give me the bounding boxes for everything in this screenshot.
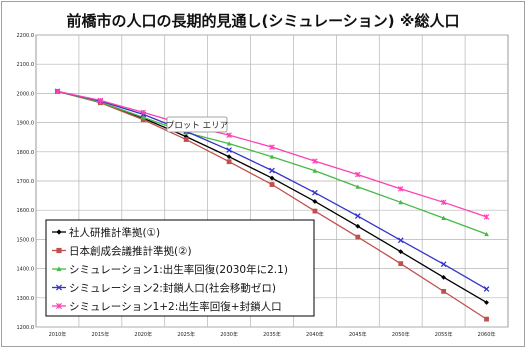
y-tick-label: 1300.0 — [17, 296, 35, 302]
data-point-marker — [54, 88, 61, 95]
x-tick-label: 2045年 — [349, 331, 367, 338]
data-point-marker — [312, 189, 318, 196]
x-tick-label: 2010年 — [49, 331, 67, 338]
data-point-marker — [355, 223, 361, 229]
x-tick-label: 2060年 — [478, 331, 496, 338]
x-tick-label: 2030年 — [220, 331, 238, 338]
legend-item: シミュレーション1+2:出生率回復+封鎖人口 — [52, 300, 282, 313]
legend-items: 社人研推計準拠(①) 日本創成会議推計準拠(②) シミュレーション1:出生率回復(2… — [52, 226, 288, 313]
data-point-marker — [483, 214, 490, 220]
tooltip-box — [166, 116, 228, 133]
y-tick-label: 1600.0 — [17, 208, 35, 214]
data-point-marker — [226, 154, 232, 160]
y-tick-label: 1900.0 — [17, 121, 35, 127]
data-point-marker — [56, 266, 62, 272]
data-point-marker — [140, 114, 146, 120]
data-point-marker — [484, 231, 489, 237]
data-point-marker — [140, 117, 146, 123]
data-point-marker — [484, 316, 489, 322]
data-point-marker — [56, 247, 62, 254]
data-point-marker — [441, 215, 447, 221]
data-point-marker — [312, 199, 318, 204]
tooltip-text: プロット エリア — [166, 121, 228, 131]
legend-item: シミュレーション1:出生率回復(2030年に2.1) — [52, 263, 288, 276]
legend-box — [45, 219, 315, 317]
data-point-marker — [312, 158, 318, 164]
data-point-marker — [355, 184, 361, 189]
plot-area-tooltip: プロット エリア — [166, 116, 228, 133]
legend-label: シミュレーション2:封鎖人口(社会移動ゼロ) — [69, 282, 276, 295]
data-point-marker — [269, 167, 275, 174]
x-axis-tick-labels: 2010年 2015年 2020年 2025年 2030年 2035年 2040年 2045年… — [49, 331, 496, 338]
data-point-marker — [441, 274, 447, 280]
marker-stroke — [397, 237, 404, 244]
y-tick-label: 2100.0 — [17, 62, 35, 68]
marker-stroke — [269, 167, 275, 174]
data-point-marker — [440, 199, 447, 206]
data-point-marker — [441, 288, 447, 294]
data-point-marker — [56, 229, 62, 235]
marker-stroke — [226, 147, 232, 153]
x-tick-label: 2050年 — [392, 331, 410, 338]
x-tick-label: 2035年 — [263, 331, 281, 338]
marker-stroke — [312, 189, 318, 196]
marker-stroke — [354, 213, 361, 219]
marker-stroke — [55, 284, 63, 291]
data-point-marker — [312, 168, 318, 173]
y-tick-label: 1800.0 — [17, 150, 35, 156]
legend-label: シミュレーション1:出生率回復(2030年に2.1) — [69, 263, 288, 276]
data-point-marker — [269, 154, 275, 159]
chart-title: 前橋市の人口の長期的見通し(シミュレーション) ※総人口 — [67, 12, 460, 30]
legend-label: 日本創成会議推計準拠(②) — [69, 245, 192, 258]
data-point-marker — [226, 147, 232, 153]
y-axis-tick-labels: 1200.0 1300.0 1400.0 1500.0 1600.0 1700.0 1800… — [17, 33, 35, 331]
data-point-marker — [312, 208, 318, 214]
data-point-marker — [269, 144, 275, 150]
marker-stroke — [483, 286, 490, 292]
marker-stroke — [440, 261, 447, 268]
x-tick-label: 2055年 — [435, 331, 453, 338]
y-tick-label: 1400.0 — [17, 267, 35, 273]
x-tick-label: 2025年 — [177, 331, 195, 338]
legend-item: 社人研推計準拠(①) — [52, 226, 160, 239]
y-tick-label: 1500.0 — [17, 237, 35, 243]
data-point-marker — [55, 284, 63, 291]
x-tick-label: 2040年 — [306, 331, 324, 338]
y-tick-label: 2200.0 — [17, 33, 35, 39]
y-tick-label: 2000.0 — [17, 91, 35, 97]
data-point-marker — [355, 171, 361, 178]
data-point-marker — [226, 141, 232, 146]
data-point-marker — [226, 159, 232, 165]
data-point-marker — [484, 300, 489, 305]
x-tick-label: 2015年 — [91, 331, 109, 338]
legend-label: シミュレーション1+2:出生率回復+封鎖人口 — [69, 300, 282, 313]
legend-label: 社人研推計準拠(①) — [69, 226, 160, 239]
data-point-marker — [355, 234, 361, 240]
data-point-marker — [183, 137, 189, 142]
data-point-marker — [56, 303, 62, 309]
data-point-marker — [269, 182, 275, 187]
data-point-marker — [97, 97, 104, 104]
data-point-marker — [398, 249, 404, 255]
data-point-marker — [440, 261, 447, 268]
data-point-marker — [226, 132, 232, 138]
data-point-marker — [397, 186, 404, 192]
y-tick-label: 1700.0 — [17, 179, 35, 185]
data-point-marker — [483, 286, 490, 292]
legend-item: シミュレーション2:封鎖人口(社会移動ゼロ) — [52, 282, 276, 295]
legend-item: 日本創成会議推計準拠(②) — [52, 245, 192, 258]
data-point-marker — [398, 261, 404, 267]
data-point-marker — [140, 109, 147, 116]
series-5 — [54, 88, 490, 220]
x-tick-label: 2020年 — [134, 331, 152, 338]
data-point-marker — [269, 175, 275, 181]
y-tick-label: 1200.0 — [17, 325, 35, 331]
data-point-marker — [397, 237, 404, 244]
legend[interactable]: 社人研推計準拠(①) 日本創成会議推計準拠(②) シミュレーション1:出生率回復(2… — [45, 219, 315, 317]
data-point-marker — [398, 199, 404, 205]
data-point-marker — [183, 134, 189, 140]
data-point-marker — [354, 213, 361, 219]
